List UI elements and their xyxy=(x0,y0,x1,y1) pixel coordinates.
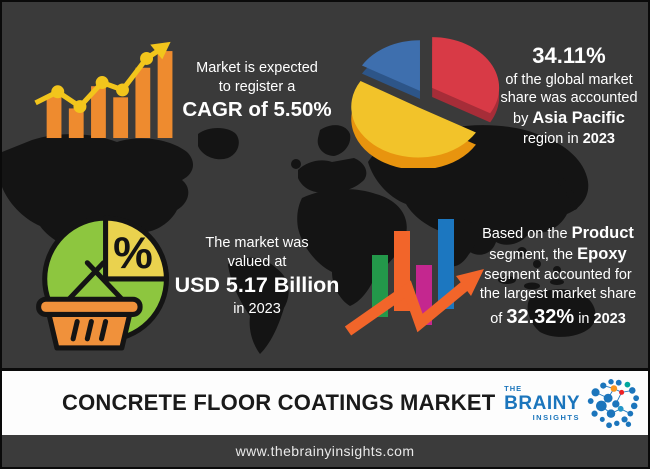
logo-text-brainy: BRAINY xyxy=(504,392,580,414)
map-area: Market is expected to register a CAGR of… xyxy=(2,2,648,368)
brainy-insights-logo: THE BRAINY INSIGHTS xyxy=(504,376,640,430)
logo-text-insights: INSIGHTS xyxy=(532,412,580,422)
valuation-line-3: in 2023 xyxy=(233,300,281,317)
logo-text-the: THE xyxy=(504,384,523,393)
region-name: Asia Pacific xyxy=(532,109,625,128)
region-pie-chart xyxy=(351,37,500,168)
stat-valuation: The market was valued at USD 5.17 Billio… xyxy=(174,234,340,318)
valuation-line-1: The market was xyxy=(205,235,309,251)
market-share-basket-icon: % xyxy=(36,215,169,351)
segment-line-2: segment, the Epoxy xyxy=(489,245,627,264)
segment-bars-arrow-icon xyxy=(344,219,484,336)
stat-region-share: 34.11% of the global market share was ac… xyxy=(492,42,646,149)
segment-name-product: Product xyxy=(571,224,634,242)
cagr-highlight: CAGR of 5.50% xyxy=(182,97,332,121)
region-line-2: share was accounted xyxy=(500,90,638,107)
segment-line-3: segment accounted for xyxy=(484,266,632,283)
valuation-highlight: USD 5.17 Billion xyxy=(174,272,340,297)
stat-segment: Based on the Product segment, the Epoxy … xyxy=(468,223,648,330)
stat-cagr: Market is expected to register a CAGR of… xyxy=(172,59,342,123)
cagr-line-1: Market is expected xyxy=(196,60,318,76)
region-line-4: region in 2023 xyxy=(523,130,615,147)
segment-name-epoxy: Epoxy xyxy=(577,245,627,264)
valuation-line-2: valued at xyxy=(227,253,287,270)
region-year: 2023 xyxy=(582,130,615,147)
segment-year: 2023 xyxy=(593,310,626,327)
website-url: www.thebrainyinsights.com xyxy=(235,443,415,459)
segment-share-value: 32.32% xyxy=(506,305,575,328)
title-band: CONCRETE FLOOR COATINGS MARKET THE BRAIN… xyxy=(2,368,648,435)
basket-icon xyxy=(36,260,143,351)
region-line-1: of the global market xyxy=(505,71,633,88)
region-line-3: by Asia Pacific xyxy=(513,109,625,128)
region-share-value: 34.11% xyxy=(532,43,606,68)
brain-dots-icon xyxy=(587,379,640,429)
segment-line-5: of 32.32% in 2023 xyxy=(490,305,626,328)
page-title: CONCRETE FLOOR COATINGS MARKET xyxy=(62,390,496,415)
segment-line-1: Based on the Product xyxy=(482,224,634,242)
growth-chart-icon xyxy=(34,41,173,139)
cagr-line-2: to register a xyxy=(218,78,296,95)
segment-line-4: the largest market share xyxy=(479,285,637,302)
percent-symbol: % xyxy=(113,229,153,278)
footer-bar: www.thebrainyinsights.com xyxy=(2,435,648,467)
